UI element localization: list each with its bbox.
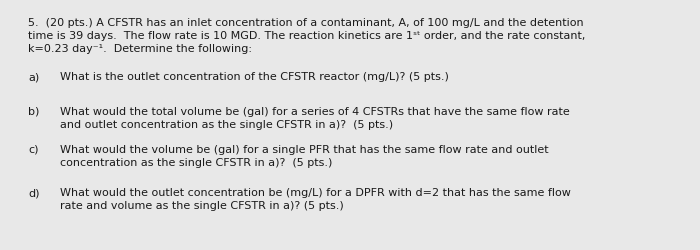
Text: What is the outlet concentration of the CFSTR reactor (mg/L)? (5 pts.): What is the outlet concentration of the … [60, 72, 449, 82]
Text: a): a) [28, 72, 39, 82]
Text: b): b) [28, 107, 39, 117]
Text: What would the outlet concentration be (mg/L) for a DPFR with d=2 that has the s: What would the outlet concentration be (… [60, 188, 570, 198]
Text: c): c) [28, 145, 38, 155]
Text: 5.  (20 pts.) A CFSTR has an inlet concentration of a contaminant, A, of 100 mg/: 5. (20 pts.) A CFSTR has an inlet concen… [28, 18, 584, 28]
Text: What would the total volume be (gal) for a series of 4 CFSTRs that have the same: What would the total volume be (gal) for… [60, 107, 569, 117]
Text: concentration as the single CFSTR in a)?  (5 pts.): concentration as the single CFSTR in a)?… [60, 158, 332, 168]
Text: and outlet concentration as the single CFSTR in a)?  (5 pts.): and outlet concentration as the single C… [60, 120, 393, 130]
Text: time is 39 days.  The flow rate is 10 MGD. The reaction kinetics are 1ˢᵗ order, : time is 39 days. The flow rate is 10 MGD… [28, 31, 585, 41]
Text: d): d) [28, 188, 39, 198]
Text: k=0.23 day⁻¹.  Determine the following:: k=0.23 day⁻¹. Determine the following: [28, 44, 252, 54]
Text: rate and volume as the single CFSTR in a)? (5 pts.): rate and volume as the single CFSTR in a… [60, 201, 343, 211]
Text: What would the volume be (gal) for a single PFR that has the same flow rate and : What would the volume be (gal) for a sin… [60, 145, 548, 155]
